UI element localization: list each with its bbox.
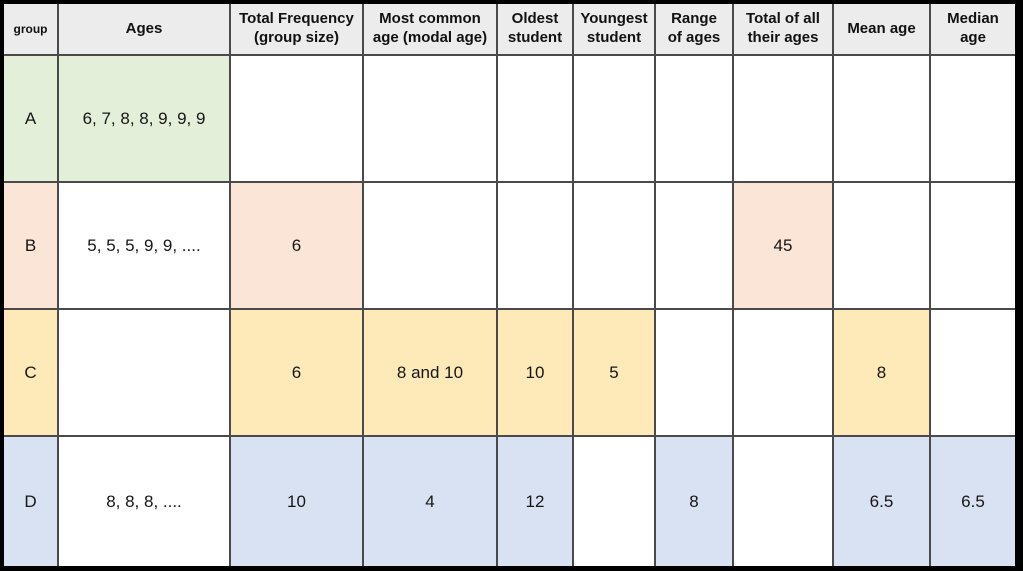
cell-youngest-student: 5 bbox=[572, 308, 656, 437]
table-row-c: C 6 8 and 10 10 5 8 bbox=[3, 308, 1016, 437]
cell-modal-age: 8 and 10 bbox=[362, 308, 498, 437]
cell-youngest-student bbox=[572, 435, 656, 567]
cell-modal-age: 4 bbox=[362, 435, 498, 567]
cell-median-age bbox=[929, 54, 1016, 183]
cell-oldest-student: 12 bbox=[496, 435, 574, 567]
cell-mean-age bbox=[832, 54, 931, 183]
cell-total-frequency bbox=[229, 54, 364, 183]
table-row-b: B 5, 5, 5, 9, 9, .... 6 45 bbox=[3, 181, 1016, 310]
cell-total-of-ages: 45 bbox=[732, 181, 834, 310]
ages-statistics-table: group Ages Total Frequency (group size) … bbox=[3, 3, 1016, 567]
cell-range-of-ages bbox=[654, 308, 734, 437]
cell-total-frequency: 10 bbox=[229, 435, 364, 567]
cell-modal-age bbox=[362, 54, 498, 183]
cell-median-age: 6.5 bbox=[929, 435, 1016, 567]
cell-median-age bbox=[929, 308, 1016, 437]
cell-ages bbox=[57, 308, 231, 437]
table-row-a: A 6, 7, 8, 8, 9, 9, 9 bbox=[3, 54, 1016, 183]
header-cell-ages: Ages bbox=[57, 3, 231, 56]
cell-group: D bbox=[3, 435, 59, 567]
header-cell-group: group bbox=[3, 3, 59, 56]
cell-group: B bbox=[3, 181, 59, 310]
cell-total-of-ages bbox=[732, 54, 834, 183]
header-cell-oldest-student: Oldest student bbox=[496, 3, 574, 56]
cell-total-of-ages bbox=[732, 308, 834, 437]
cell-range-of-ages: 8 bbox=[654, 435, 734, 567]
cell-mean-age: 6.5 bbox=[832, 435, 931, 567]
cell-ages: 5, 5, 5, 9, 9, .... bbox=[57, 181, 231, 310]
cell-range-of-ages bbox=[654, 181, 734, 310]
cell-oldest-student: 10 bbox=[496, 308, 574, 437]
cell-range-of-ages bbox=[654, 54, 734, 183]
header-cell-youngest-student: Youngest student bbox=[572, 3, 656, 56]
table-row-d: D 8, 8, 8, .... 10 4 12 8 6.5 6.5 bbox=[3, 435, 1016, 567]
cell-modal-age bbox=[362, 181, 498, 310]
header-cell-range-of-ages: Range of ages bbox=[654, 3, 734, 56]
header-cell-median-age: Median age bbox=[929, 3, 1016, 56]
cell-total-of-ages bbox=[732, 435, 834, 567]
cell-oldest-student bbox=[496, 54, 574, 183]
cell-group: C bbox=[3, 308, 59, 437]
header-cell-mean-age: Mean age bbox=[832, 3, 931, 56]
cell-group: A bbox=[3, 54, 59, 183]
header-cell-total-frequency: Total Frequency (group size) bbox=[229, 3, 364, 56]
cell-ages: 6, 7, 8, 8, 9, 9, 9 bbox=[57, 54, 231, 183]
cell-total-frequency: 6 bbox=[229, 181, 364, 310]
cell-mean-age bbox=[832, 181, 931, 310]
cell-youngest-student bbox=[572, 181, 656, 310]
header-cell-total-of-ages: Total of all their ages bbox=[732, 3, 834, 56]
cell-youngest-student bbox=[572, 54, 656, 183]
header-cell-modal-age: Most common age (modal age) bbox=[362, 3, 498, 56]
cell-ages: 8, 8, 8, .... bbox=[57, 435, 231, 567]
cell-oldest-student bbox=[496, 181, 574, 310]
header-row: group Ages Total Frequency (group size) … bbox=[3, 3, 1016, 56]
cell-median-age bbox=[929, 181, 1016, 310]
cell-mean-age: 8 bbox=[832, 308, 931, 437]
cell-total-frequency: 6 bbox=[229, 308, 364, 437]
